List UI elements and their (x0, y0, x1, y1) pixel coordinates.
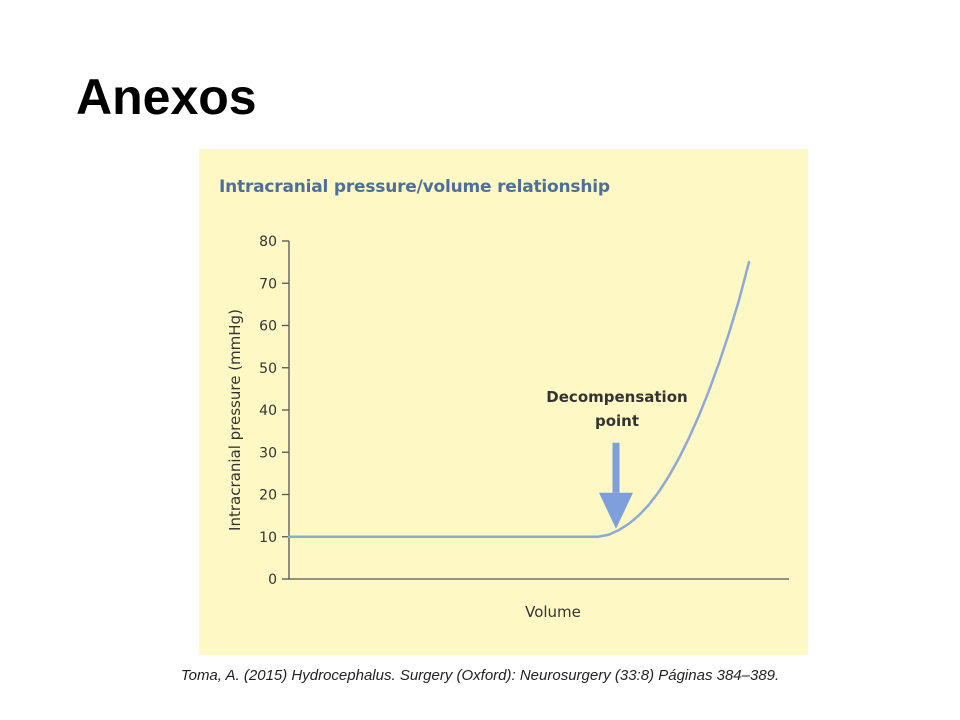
decompensation-arrow-head (599, 492, 633, 529)
y-tick-label-50: 50 (259, 361, 277, 377)
y-tick-label-70: 70 (259, 276, 277, 292)
x-axis-label: Volume (525, 603, 581, 621)
slide-title: Anexos (76, 69, 257, 125)
y-axis-label: Intracranial pressure (mmHg) (226, 309, 244, 531)
y-tick-label-40: 40 (259, 403, 277, 419)
annotation-line-2: point (595, 412, 639, 430)
annotation-line-1: Decompensation (546, 388, 687, 406)
citation-caption: Toma, A. (2015) Hydrocephalus. Surgery (… (180, 667, 780, 684)
y-tick-label-80: 80 (259, 234, 277, 250)
chart-title: Intracranial pressure/volume relationshi… (219, 177, 610, 197)
y-tick-label-0: 0 (268, 572, 277, 588)
chart-panel: Intracranial pressure/volume relationshi… (199, 149, 808, 655)
y-tick-label-20: 20 (259, 488, 277, 504)
decompensation-arrow-shaft (612, 442, 620, 493)
pressure-volume-chart: 0 10 20 30 40 50 60 70 80 Intracranial pressure (… (226, 234, 789, 621)
pressure-curve (287, 260, 751, 538)
y-tick-label-10: 10 (259, 530, 277, 546)
y-tick-label-30: 30 (259, 445, 277, 461)
y-tick-label-60: 60 (259, 319, 277, 335)
